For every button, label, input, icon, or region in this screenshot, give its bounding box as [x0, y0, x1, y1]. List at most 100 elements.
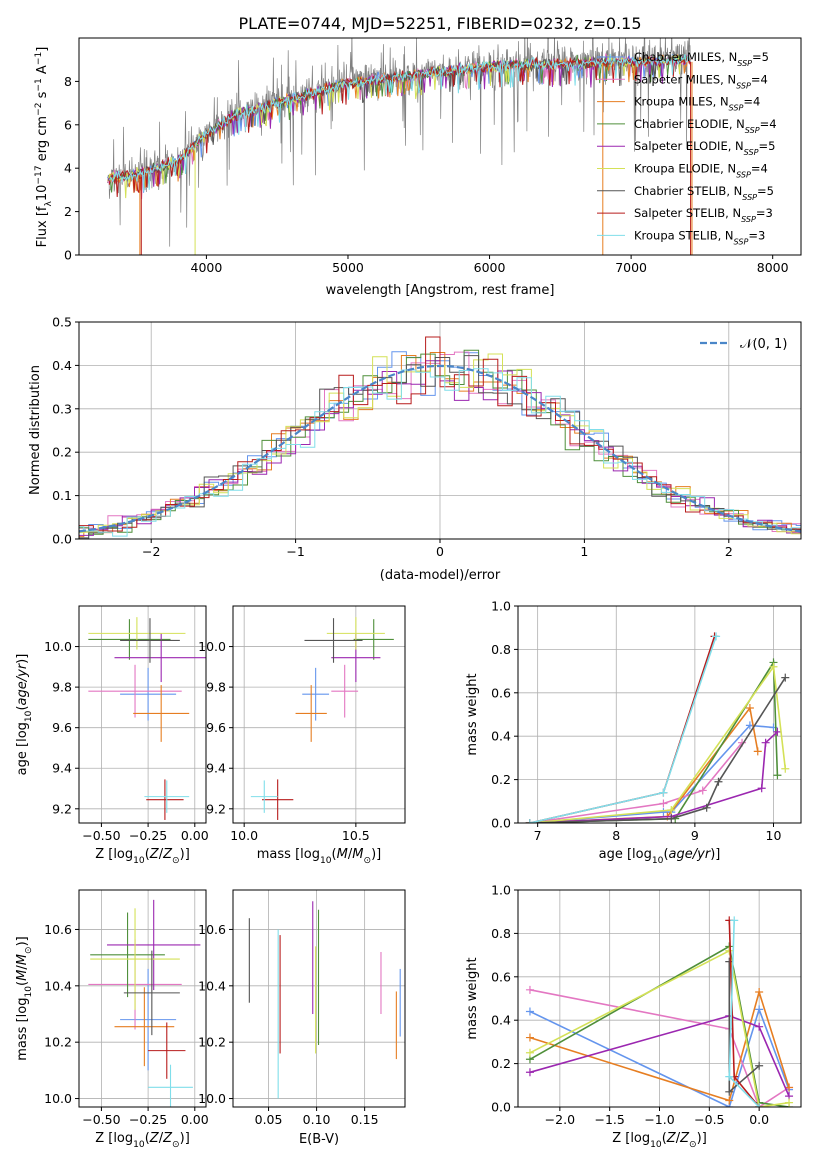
plot-area — [248, 901, 401, 1099]
mass-weight-point-marker — [725, 946, 734, 955]
mass-weight-series-line — [529, 989, 790, 1102]
legend-entry-label: Salpeter ELODIE, NSSP=5 — [634, 139, 775, 157]
y-axis-label: mass weight — [465, 673, 480, 755]
y-tick-label: 0.2 — [491, 1056, 511, 1071]
x-axis-label: age [log10(age/yr)] — [599, 847, 721, 866]
x-tick-label: 1 — [580, 544, 588, 559]
mass-weight-point-marker — [761, 738, 770, 747]
y-tick-label: 2 — [64, 204, 72, 219]
axes-spectrum: 4000 5000 6000 7000 8000 0 2 4 6 8 Chabrier MILES,… — [34, 37, 802, 298]
axes-mass-vs-Z: −0.50 −0.25 0.00 10.0 10.2 10.4 10.6 Z [log10(Z… — [15, 889, 209, 1150]
mass-weight-point-marker — [753, 747, 762, 756]
mass-weight-point-marker — [725, 1096, 734, 1105]
mass-weight-point-marker — [659, 799, 668, 808]
mass-weight-point-marker — [781, 673, 790, 682]
x-axis-label: Z [log10(Z/Z⊙)] — [612, 1131, 707, 1150]
plot-area — [525, 632, 790, 823]
x-tick-label: −0.25 — [129, 1112, 167, 1127]
plot-area — [106, 38, 693, 255]
y-tick-label: 0.6 — [491, 969, 511, 984]
x-tick-label: −0.50 — [82, 1112, 120, 1127]
axes-mass-weight-vs-Z: −2.0 −1.5 −1.0 −0.5 0.0 0.0 0.2 0.4 0.6 0.8 1.0 Z [… — [465, 883, 802, 1150]
x-tick-label: −0.25 — [129, 828, 167, 843]
y-tick-label: 9.2 — [52, 801, 72, 816]
mass-weight-series-line — [529, 677, 786, 823]
mass-weight-point-marker — [769, 662, 778, 671]
mass-weight-point-marker — [755, 987, 764, 996]
y-axis-label: Flux [fλ10−17 erg cm−2 s−1 A−1] — [34, 47, 54, 248]
mass-weight-point-marker — [785, 1083, 794, 1092]
mass-weight-point-marker — [667, 814, 676, 823]
x-tick-label: 6000 — [474, 260, 506, 275]
mass-weight-series-line — [529, 724, 774, 823]
axes-residuals: −2 −1 0 1 2 0.0 0.1 0.2 0.3 0.4 0.5 𝒩(0, 1) (data-mo… — [28, 315, 802, 583]
x-tick-label: 8 — [612, 828, 620, 843]
y-axis-label: mass [log10(M/M⊙)] — [15, 936, 34, 1060]
x-tick-label: −1 — [286, 544, 304, 559]
y-tick-label: 10.4 — [44, 978, 72, 993]
x-tick-label: 10 — [766, 828, 782, 843]
mass-weight-point-marker — [755, 1005, 764, 1014]
y-tick-label: 0.4 — [491, 1013, 511, 1028]
mass-weight-point-marker — [773, 771, 782, 780]
axes-frame — [78, 605, 207, 824]
mass-weight-point-marker — [773, 727, 782, 736]
y-tick-label: 0.0 — [491, 816, 511, 831]
mass-weight-series-line — [529, 1015, 790, 1097]
spectrum-model-line — [109, 53, 691, 192]
y-tick-label: 9.6 — [206, 720, 226, 735]
residual-histogram-step — [79, 353, 801, 535]
legend-entry-label: Salpeter MILES, NSSP=4 — [634, 72, 768, 90]
y-tick-label: 9.8 — [52, 680, 72, 695]
mass-weight-point-marker — [698, 786, 707, 795]
y-axis-label: Normed distribution — [28, 365, 43, 495]
axes-age-vs-Z: −0.50 −0.25 0.00 9.2 9.4 9.6 9.8 10.0 Z [log10(Z… — [15, 605, 209, 866]
y-tick-label: 0.2 — [52, 445, 72, 460]
y-axis-label: mass weight — [465, 957, 480, 1039]
x-axis-label: Z [log10(Z/Z⊙)] — [95, 1131, 190, 1150]
mass-weight-point-marker — [755, 1103, 764, 1107]
mass-weight-point-marker — [725, 1072, 734, 1081]
y-tick-label: 9.4 — [206, 761, 226, 776]
x-tick-label: 8000 — [757, 260, 789, 275]
y-tick-label: 1.0 — [491, 883, 511, 898]
y-tick-label: 9.4 — [52, 761, 72, 776]
legend-entry-label: Kroupa ELODIE, NSSP=4 — [634, 162, 768, 180]
y-tick-label: 4 — [64, 161, 72, 176]
y-tick-label: 0.0 — [52, 532, 72, 547]
x-tick-label: 0.15 — [351, 1112, 379, 1127]
gaussian-legend-label: 𝒩(0, 1) — [740, 337, 787, 352]
x-tick-label: 4000 — [191, 260, 223, 275]
legend-entry-label: Salpeter STELIB, NSSP=3 — [634, 206, 773, 224]
axes-mass-weight-vs-age: 7 8 9 10 0.0 0.2 0.4 0.6 0.8 1.0 age [log10(age/yr… — [465, 599, 802, 866]
x-tick-label: 5000 — [332, 260, 364, 275]
x-tick-label: 7 — [534, 828, 542, 843]
axes-mass-vs-EBV: 0.05 0.10 0.15 10.0 10.2 10.4 10.6 — [198, 889, 406, 1127]
mass-weight-point-marker — [745, 703, 754, 712]
axes-frame — [517, 605, 802, 824]
axes-frame — [78, 889, 207, 1108]
y-tick-label: 0.8 — [491, 642, 511, 657]
x-tick-label: −2.0 — [545, 1112, 575, 1127]
mass-weight-point-marker — [667, 805, 676, 814]
x-tick-label: −0.5 — [694, 1112, 724, 1127]
mass-weight-point-marker — [757, 784, 766, 793]
x-axis-label: mass [log10(M/M⊙)] — [257, 847, 381, 866]
y-tick-label: 0.8 — [491, 926, 511, 941]
y-tick-label: 9.8 — [206, 680, 226, 695]
x-tick-label: 0.05 — [255, 1112, 283, 1127]
residual-histogram-step — [79, 352, 801, 538]
y-tick-label: 8 — [64, 74, 72, 89]
y-tick-label: 0.6 — [491, 685, 511, 700]
mass-weight-point-marker — [702, 803, 711, 812]
y-tick-label: 9.6 — [52, 720, 72, 735]
mass-weight-point-marker — [525, 985, 534, 994]
axes-frame — [78, 37, 802, 256]
y-tick-label: 10.2 — [198, 1035, 226, 1050]
x-tick-label: 10.5 — [342, 828, 370, 843]
x-axis-label: Z [log10(Z/Z⊙)] — [95, 847, 190, 866]
x-tick-label: −1.5 — [594, 1112, 624, 1127]
y-tick-label: 0.3 — [52, 401, 72, 416]
y-tick-label: 0.5 — [52, 315, 72, 330]
plot-area — [79, 336, 801, 539]
